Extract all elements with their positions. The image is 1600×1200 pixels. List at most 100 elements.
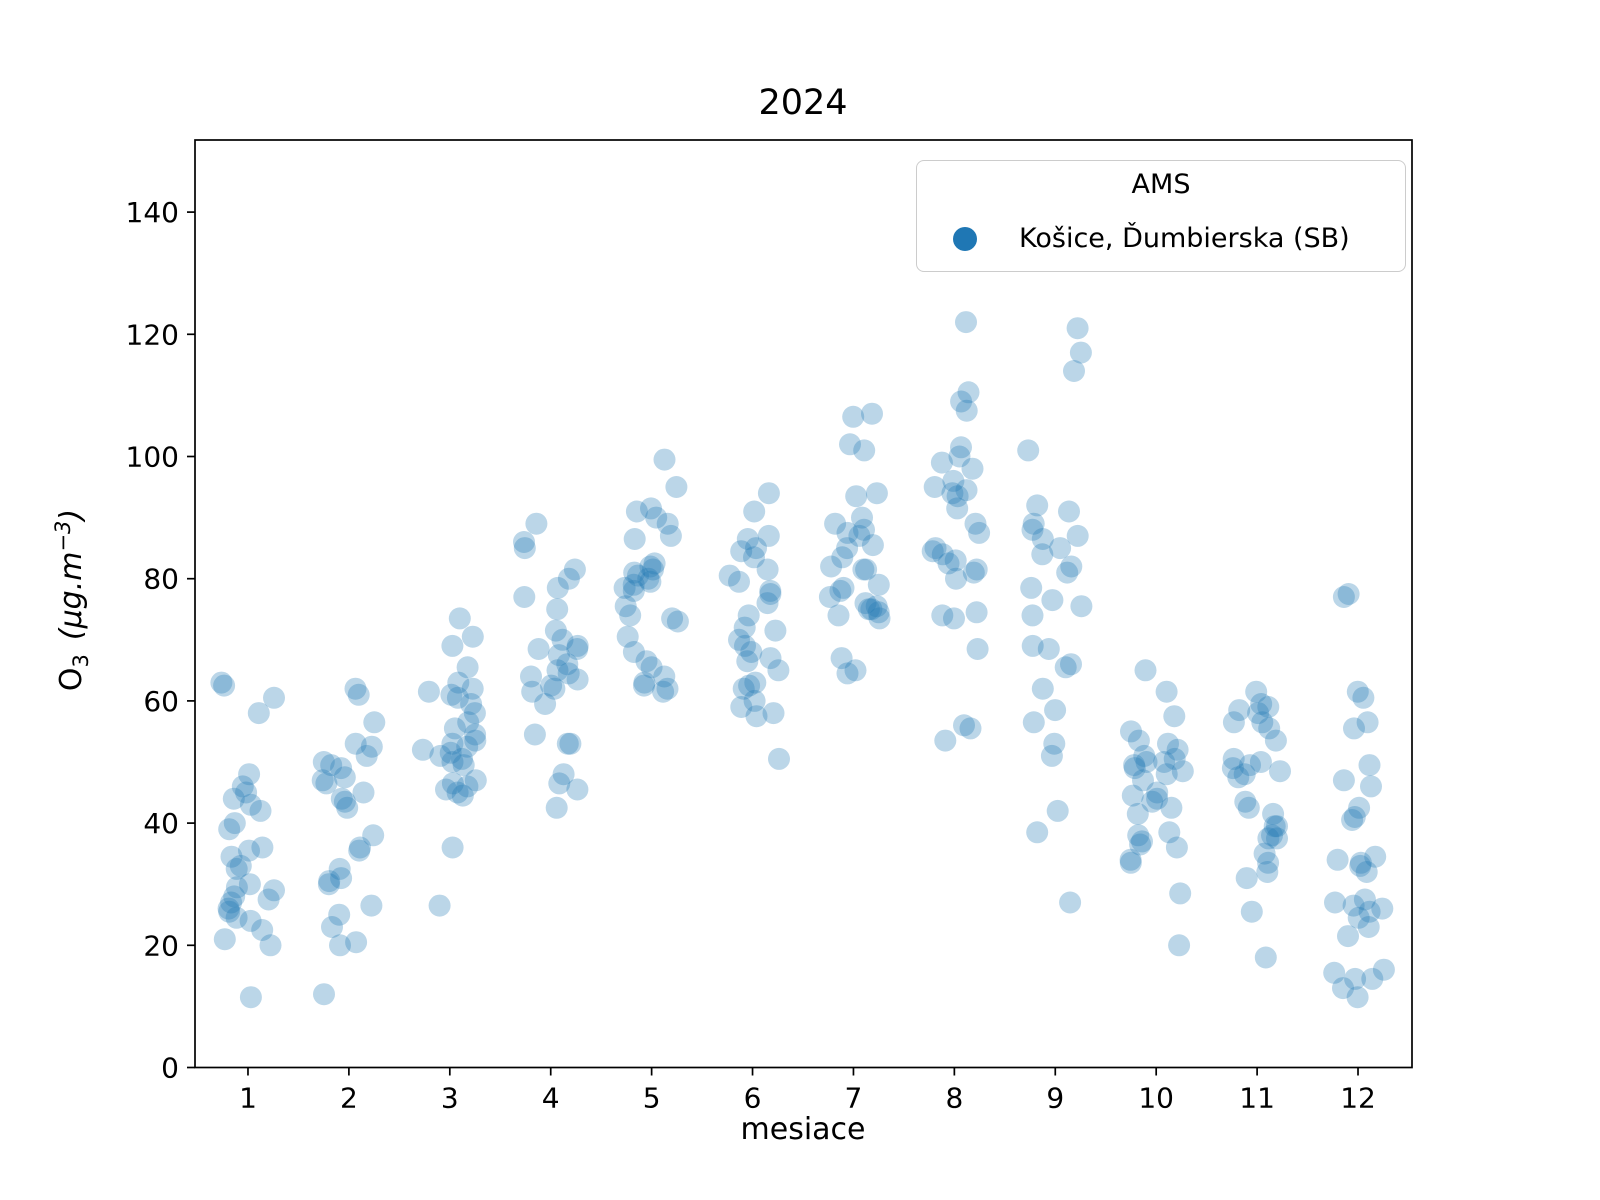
data-point [744,671,767,694]
data-point [757,524,780,547]
data-point [225,857,248,880]
data-point [527,638,550,660]
data-point [665,476,688,498]
data-point [965,601,988,624]
data-point [548,772,571,795]
data-point [931,604,954,627]
data-point [1258,717,1281,740]
data-point [534,693,557,715]
data-point [464,723,487,746]
data-point [251,919,274,941]
data-point [566,668,589,691]
data-point [633,671,656,694]
data-point [344,732,367,755]
data-point [556,732,579,755]
data-point [743,689,766,712]
data-point [411,738,434,761]
data-point [1026,494,1049,517]
data-point [1171,760,1194,783]
data-point [566,638,589,660]
data-point [1040,744,1063,767]
data-point [1346,680,1369,703]
data-point [218,900,241,923]
data-point [832,576,855,599]
data-point [759,583,782,605]
data-point [213,928,236,951]
data-point [1157,732,1179,755]
data-point [333,790,356,813]
data-point [743,546,765,569]
data-point [955,399,978,422]
data-point [950,436,972,459]
x-tick-label: 11 [1239,1082,1275,1115]
data-point [1160,796,1183,819]
data-point [1222,747,1245,770]
data-point [637,567,660,590]
data-point [461,677,484,700]
data-point [313,983,335,1006]
data-point [930,451,953,474]
data-point [513,531,535,553]
data-point [943,607,965,630]
data-point [968,521,991,544]
data-point [757,482,780,505]
data-point [824,512,847,535]
data-point [456,775,479,798]
data-point [1141,790,1164,813]
data-point [441,732,464,755]
data-point [1056,561,1079,584]
data-point [1337,583,1360,605]
data-point [1332,586,1355,608]
data-point [633,674,655,697]
data-point [1043,732,1066,755]
data-point [1343,806,1366,828]
data-point [317,873,340,896]
data-point [867,601,890,624]
data-point [728,628,750,651]
y-tick-label: 80 [143,563,179,596]
data-point [238,873,261,896]
data-point [931,543,954,566]
data-point [861,534,884,557]
data-point [440,683,463,706]
data-point [623,528,646,550]
data-point [328,903,351,926]
data-point [543,677,566,700]
data-point [1341,809,1364,831]
data-point [1262,802,1285,825]
data-point [1166,738,1189,761]
y-tick-label: 60 [143,685,179,718]
data-point [818,586,841,608]
data-point [627,564,649,587]
data-point [653,448,676,471]
x-tick-label: 5 [643,1082,661,1115]
data-point [619,604,642,627]
data-point [446,686,469,709]
data-point [948,445,971,468]
data-point [759,647,782,670]
data-point [1343,717,1365,740]
data-point [852,558,875,581]
data-point [1049,537,1072,560]
data-point [614,595,637,618]
data-point [1251,711,1274,734]
data-point [625,500,648,523]
data-point [865,482,888,505]
data-point [545,796,568,819]
data-point [830,647,853,670]
data-point [1235,867,1258,890]
data-point [740,641,763,663]
data-point [622,573,645,596]
data-point [732,677,755,700]
data-point [1021,634,1044,657]
data-point [551,628,574,651]
data-point [734,634,756,657]
y-tick-label: 120 [126,318,179,351]
data-point [1070,595,1093,618]
data-point [836,537,859,560]
data-point [733,616,756,639]
data-point [1146,781,1169,804]
data-point [329,934,351,957]
data-point [1257,827,1280,850]
